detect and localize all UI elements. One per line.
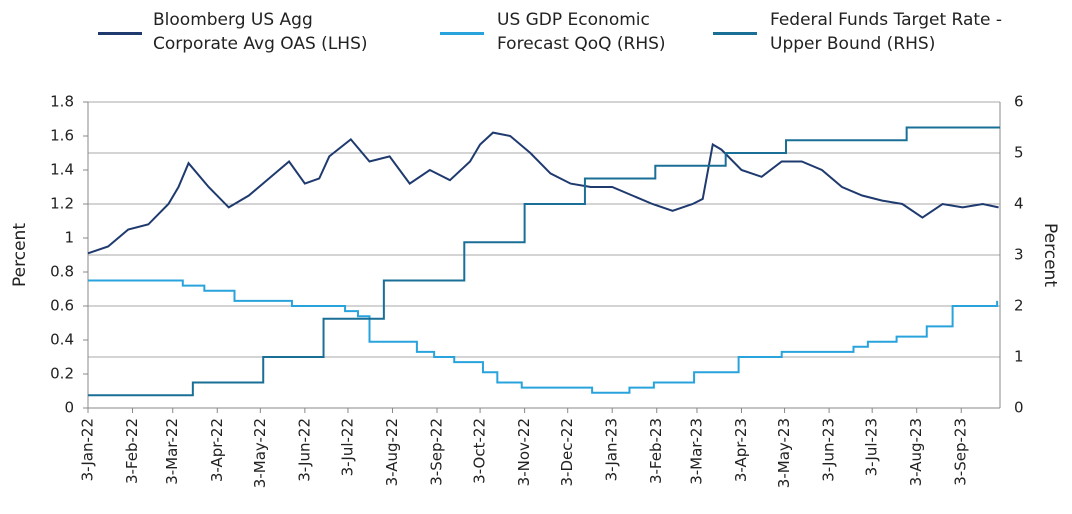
series-line [87, 131, 999, 255]
legend-label: US GDP Economic Forecast QoQ (RHS) [497, 10, 666, 54]
y-tick-label: 1.6 [50, 127, 74, 145]
x-tick-label: 3-May-23 [775, 418, 793, 488]
x-tick-label: 3-Jun-23 [820, 418, 838, 482]
y-axis-title: Percent [10, 223, 30, 287]
legend-swatch [440, 32, 484, 35]
x-tick-label: 3-Feb-23 [647, 418, 665, 484]
legend-swatch [713, 32, 757, 35]
y2-axis-title: Percent [1040, 223, 1060, 287]
y-tick-label: 1.8 [50, 93, 74, 111]
legend-label: Bloomberg US Agg Corporate Avg OAS (LHS) [153, 10, 368, 54]
y2-tick-label: 2 [1014, 297, 1024, 315]
x-tick-label: 3-Feb-22 [123, 418, 141, 484]
x-tick-label: 3-Apr-22 [208, 418, 226, 482]
y2-tick-label: 5 [1014, 144, 1024, 162]
x-tick-label: 3-Jul-23 [863, 418, 881, 476]
x-tick-label: 3-Jul-22 [338, 418, 356, 476]
x-tick-label: 3-Oct-22 [471, 418, 489, 484]
y2-tick-label: 3 [1014, 246, 1024, 264]
y2-tick-label: 0 [1014, 399, 1024, 417]
y-tick-label: 0 [64, 399, 74, 417]
x-tick-label: 3-Sep-23 [952, 418, 970, 486]
x-tick-label: 3-Sep-22 [428, 418, 446, 486]
legend-swatch [98, 32, 142, 35]
y2-tick-label: 6 [1014, 93, 1024, 111]
y-tick-label: 0.2 [50, 365, 74, 383]
x-tick-label: 3-Dec-22 [558, 418, 576, 486]
x-tick-label: 3-Mar-22 [163, 418, 181, 485]
x-tick-label: 3-Apr-23 [732, 418, 750, 482]
y-tick-label: 1 [64, 229, 74, 247]
series-line [88, 279, 999, 394]
x-tick-label: 3-Jan-22 [79, 418, 97, 481]
y2-tick-label: 1 [1014, 348, 1024, 366]
y-tick-label: 0.4 [50, 331, 74, 349]
y2-tick-label: 4 [1014, 195, 1024, 213]
x-tick-label: 3-Aug-22 [383, 418, 401, 486]
y-tick-label: 1.4 [50, 161, 74, 179]
x-tick-label: 3-Jun-22 [295, 418, 313, 482]
x-tick-label: 3-Jan-23 [603, 418, 621, 481]
x-tick-label: 3-Mar-23 [687, 418, 705, 485]
y-tick-label: 0.6 [50, 297, 74, 315]
x-tick-label: 3-May-22 [251, 418, 269, 488]
legend-label: Federal Funds Target Rate - Upper Bound … [770, 10, 1003, 54]
series-line [88, 126, 1000, 397]
y-tick-label: 0.8 [50, 263, 74, 281]
x-tick-label: 3-Nov-22 [515, 418, 533, 486]
x-tick-label: 3-Aug-23 [907, 418, 925, 486]
y-tick-label: 1.2 [50, 195, 74, 213]
